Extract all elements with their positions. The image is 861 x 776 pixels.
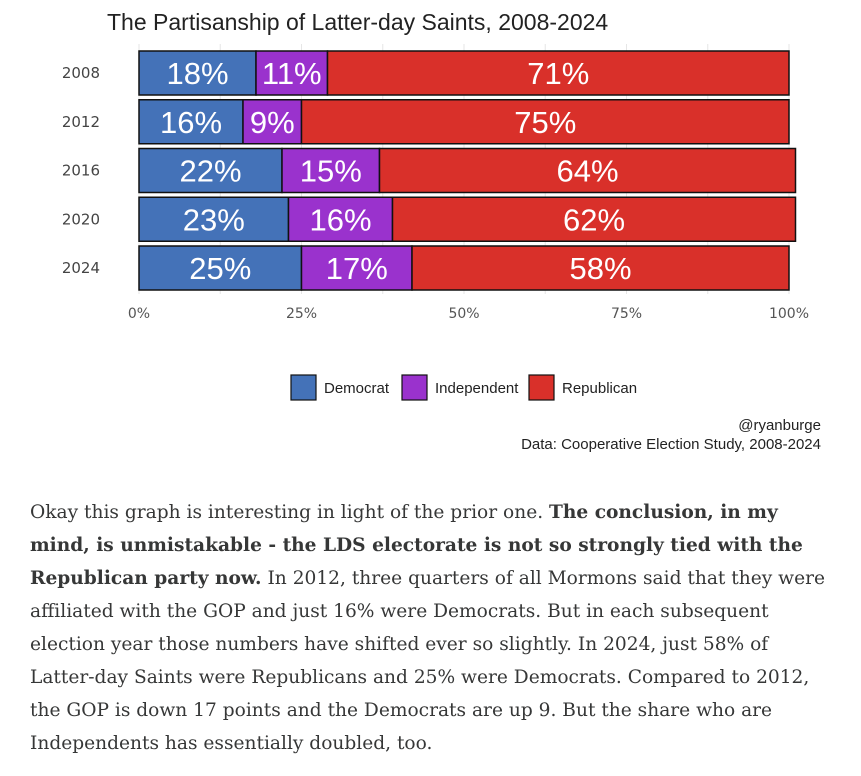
bar-value-label: 17% bbox=[326, 251, 388, 286]
x-tick-label: 75% bbox=[611, 306, 642, 322]
bar-value-label: 62% bbox=[563, 202, 625, 237]
x-tick-label: 0% bbox=[128, 306, 150, 322]
legend: Democrat Independent Republican bbox=[290, 374, 637, 401]
year-label: 2020 bbox=[62, 210, 100, 228]
bar-value-label: 58% bbox=[569, 251, 631, 286]
bar-segment-republican bbox=[326, 50, 790, 96]
bar-value-label: 11% bbox=[262, 56, 322, 91]
bar-segment-republican bbox=[391, 196, 797, 242]
bar-value-labels: 18% 11% 71% 16% 9% 75% 22% 15% 64% 23% 16% 62% 25% 17… bbox=[160, 56, 632, 286]
chart-title: The Partisanship of Latter-day Saints, 2… bbox=[107, 9, 608, 35]
bar-value-label: 71% bbox=[527, 56, 589, 91]
bar-value-label: 75% bbox=[514, 105, 576, 140]
bar-segment-republican bbox=[378, 147, 797, 194]
partisanship-chart: The Partisanship of Latter-day Saints, 2… bbox=[62, 9, 821, 453]
bar-segment-democrat bbox=[138, 99, 244, 145]
article-body: In 2012, three quarters of all Mormons s… bbox=[30, 568, 825, 754]
x-axis-tick-labels: 0% 25% 50% 75% 100% bbox=[128, 306, 809, 322]
legend-swatch-independent bbox=[401, 374, 428, 401]
credit-handle: @ryanburge bbox=[738, 417, 821, 434]
year-label: 2008 bbox=[62, 64, 100, 82]
bar-segment-independent bbox=[242, 99, 303, 145]
legend-swatch-republican bbox=[528, 374, 555, 401]
article-intro: Okay this graph is interesting in light … bbox=[30, 502, 550, 523]
article-paragraph: Okay this graph is interesting in light … bbox=[30, 496, 835, 760]
data-source: Data: Cooperative Election Study, 2008-2… bbox=[521, 436, 821, 453]
year-label: 2024 bbox=[62, 259, 100, 277]
bar-value-label: 18% bbox=[166, 56, 228, 91]
bar-value-label: 22% bbox=[179, 154, 241, 189]
bar-value-label: 9% bbox=[250, 105, 295, 140]
legend-label-independent: Independent bbox=[435, 380, 519, 397]
year-label: 2016 bbox=[62, 162, 100, 180]
bar-value-label: 25% bbox=[189, 251, 251, 286]
year-label: 2012 bbox=[62, 113, 100, 131]
bar-segment-independent bbox=[281, 147, 381, 194]
x-tick-label: 100% bbox=[769, 306, 809, 322]
bar-segment-democrat bbox=[138, 245, 303, 291]
chart-container: The Partisanship of Latter-day Saints, 2… bbox=[62, 9, 821, 453]
bar-segment-independent bbox=[255, 50, 329, 96]
bar-value-label: 64% bbox=[556, 154, 618, 189]
bars bbox=[138, 50, 797, 291]
bar-segment-republican bbox=[411, 245, 790, 291]
bar-segment-democrat bbox=[138, 147, 283, 194]
article-emphasis: The conclusion, in my mind, is unmistaka… bbox=[30, 502, 803, 589]
bar-value-label: 16% bbox=[160, 105, 222, 140]
bar-value-label: 23% bbox=[183, 202, 245, 237]
x-tick-label: 50% bbox=[448, 306, 479, 322]
bar-value-label: 15% bbox=[300, 154, 362, 189]
bar-segment-independent bbox=[287, 196, 394, 242]
x-tick-label: 25% bbox=[286, 306, 317, 322]
legend-label-democrat: Democrat bbox=[324, 380, 390, 397]
bar-segment-democrat bbox=[138, 196, 290, 242]
bar-value-label: 16% bbox=[309, 202, 371, 237]
year-axis-labels: 2008 2012 2016 2020 2024 bbox=[62, 64, 100, 277]
bar-segment-republican bbox=[300, 99, 790, 145]
legend-label-republican: Republican bbox=[562, 380, 637, 397]
legend-swatch-democrat bbox=[290, 374, 317, 401]
